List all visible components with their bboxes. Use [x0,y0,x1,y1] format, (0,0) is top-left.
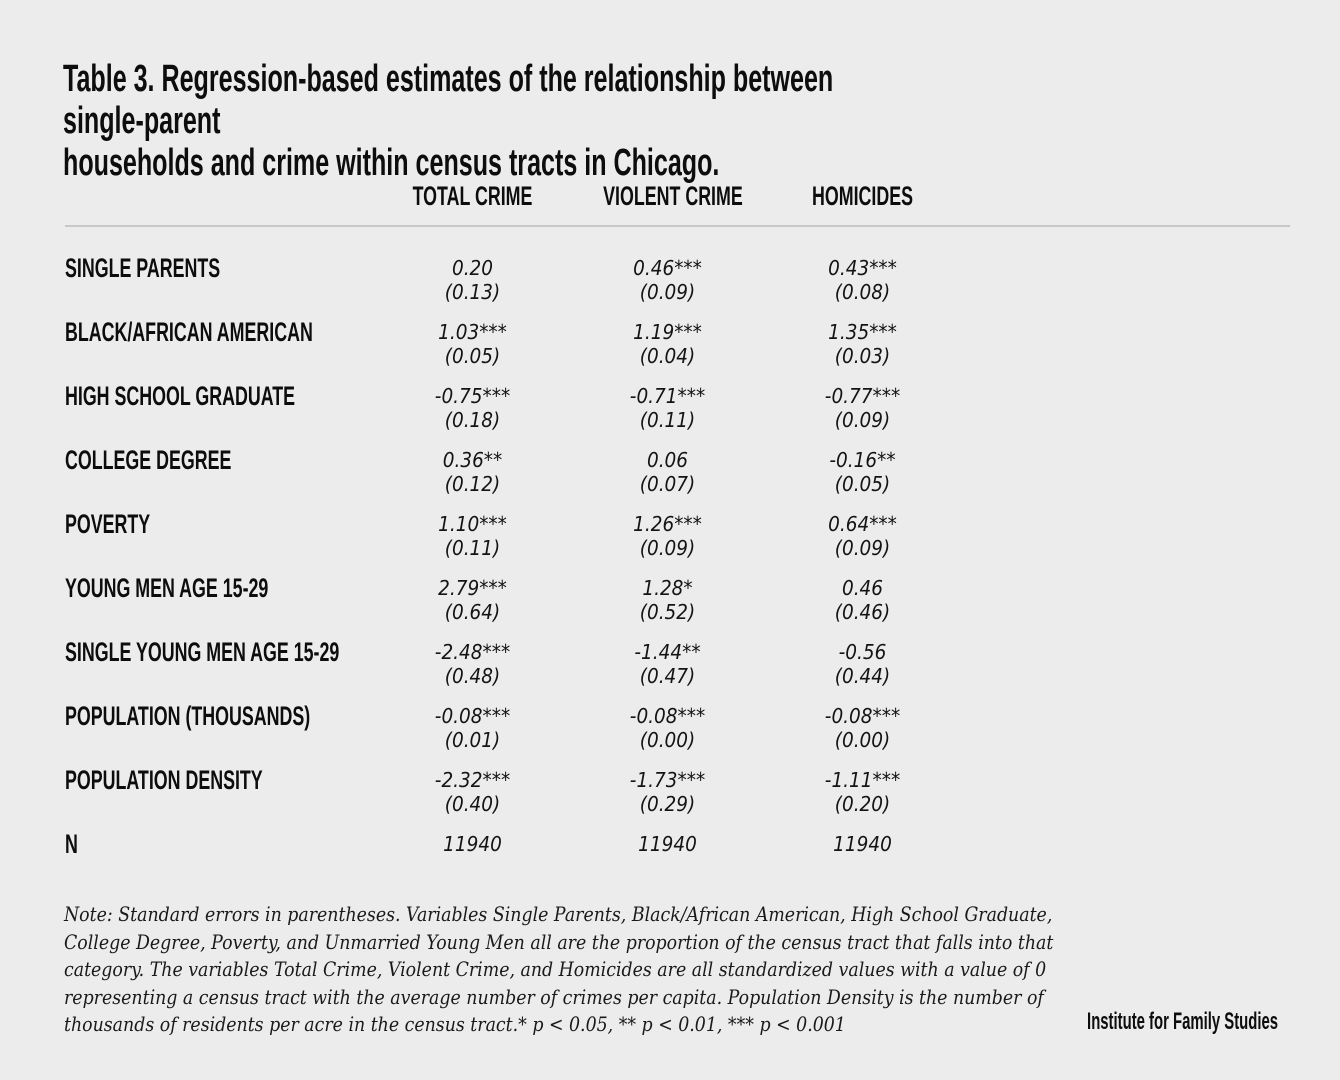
coefficient: -0.77*** [824,384,901,408]
sample-size-row: N 11940 11940 11940 [65,829,1290,859]
coefficient: 1.19*** [633,320,702,344]
coefficient: -2.48*** [434,640,511,664]
table-row: YOUNG MEN AGE 15-29 2.79*** (0.64) 1.28*(… [65,573,1290,625]
coefficient: 0.46 [841,576,884,600]
standard-error: (0.48) [444,664,501,688]
row-label: YOUNG MEN AGE 15-29 [65,573,269,603]
coefficient: -1.11*** [824,768,901,792]
column-header-violent-crime: VIOLENT CRIME [603,181,743,211]
coefficient: -0.08*** [434,704,511,728]
standard-error: (0.09) [834,408,891,432]
coefficient: 1.10*** [438,512,507,536]
row-label: COLLEGE DEGREE [65,445,232,475]
table-row: POVERTY 1.10*** (0.11) 1.26*** (0.09) 0.64… [65,509,1290,561]
standard-error: (0.13) [444,280,501,304]
standard-error: (0.08) [834,280,891,304]
table-row: SINGLE YOUNG MEN AGE 15-29 -2.48*** (0.48… [65,637,1290,689]
coefficient: -1.44** [634,640,701,664]
standard-error: (0.04) [639,344,696,368]
standard-error: (0.11) [444,536,501,560]
table-row: BLACK/AFRICAN AMERICAN 1.03*** (0.05) 1.1… [65,317,1290,369]
standard-error: (0.46) [834,600,891,624]
coefficient: -0.16** [829,448,896,472]
row-label: SINGLE YOUNG MEN AGE 15-29 [65,637,340,667]
row-label: SINGLE PARENTS [65,253,221,283]
coefficient: 1.26*** [633,512,702,536]
coefficient: 2.79*** [438,576,507,600]
standard-error: (0.47) [639,664,696,688]
table-title: Table 3. Regression-based estimates of t… [63,58,834,184]
coefficient: -0.08*** [824,704,901,728]
coefficient: 0.20 [451,256,494,280]
header-divider [65,225,1290,227]
standard-error: (0.12) [444,472,501,496]
n-value: 11940 [833,832,892,856]
table-row: POPULATION DENSITY -2.32*** (0.40) -1.73*… [65,765,1290,817]
coefficient: 0.64*** [828,512,897,536]
regression-table: TOTAL CRIME VIOLENT CRIME HOMICIDES SING… [65,181,1290,859]
standard-error: (0.01) [444,728,501,752]
standard-error: (0.07) [639,472,696,496]
table-row: HIGH SCHOOL GRADUATE -0.75*** (0.18) -0.7… [65,381,1290,433]
standard-error: (0.03) [834,344,891,368]
institute-for-family-studies-logo: Institute for Family Studies [1087,1008,1278,1035]
standard-error: (0.05) [834,472,891,496]
coefficient: 0.36** [442,448,503,472]
standard-error: (0.09) [639,536,696,560]
row-label: BLACK/AFRICAN AMERICAN [65,317,313,347]
standard-error: (0.64) [444,600,501,624]
coefficient: -0.08*** [629,704,706,728]
standard-error: (0.40) [444,792,501,816]
standard-error: (0.18) [444,408,501,432]
column-header-homicides: HOMICIDES [811,181,913,211]
row-label: POPULATION DENSITY [65,765,263,795]
n-value: 11940 [443,832,502,856]
coefficient: 0.06 [646,448,689,472]
table-row: COLLEGE DEGREE 0.36** (0.12) 0.06 (0.07) -… [65,445,1290,497]
coefficient: 0.46*** [633,256,702,280]
row-label: POVERTY [65,509,151,539]
row-label-n: N [65,829,78,859]
coefficient: -0.71*** [629,384,706,408]
table-row: SINGLE PARENTS 0.20 (0.13) 0.46*** (0.09) … [65,253,1290,305]
table-row: POPULATION (THOUSANDS) -0.08*** (0.01) -0… [65,701,1290,753]
standard-error: (0.52) [639,600,696,624]
standard-error: (0.09) [639,280,696,304]
coefficient: -0.56 [838,640,887,664]
standard-error: (0.00) [639,728,696,752]
standard-error: (0.11) [639,408,696,432]
standard-error: (0.20) [834,792,891,816]
coefficient: -1.73*** [629,768,706,792]
standard-error: (0.29) [639,792,696,816]
column-header-total-crime: TOTAL CRIME [412,181,533,211]
coefficient: -0.75*** [434,384,511,408]
row-label: POPULATION (THOUSANDS) [65,701,311,731]
standard-error: (0.44) [834,664,891,688]
coefficient: 0.43*** [828,256,897,280]
standard-error: (0.09) [834,536,891,560]
coefficient: 1.03*** [438,320,507,344]
row-label: HIGH SCHOOL GRADUATE [65,381,296,411]
standard-error: (0.05) [444,344,501,368]
table-header-row: TOTAL CRIME VIOLENT CRIME HOMICIDES [65,181,1290,211]
coefficient: 1.28* [642,576,693,600]
coefficient: -2.32*** [434,768,511,792]
standard-error: (0.00) [834,728,891,752]
n-value: 11940 [638,832,697,856]
table-note: Note: Standard errors in parentheses. Va… [64,903,1054,1036]
coefficient: 1.35*** [828,320,897,344]
